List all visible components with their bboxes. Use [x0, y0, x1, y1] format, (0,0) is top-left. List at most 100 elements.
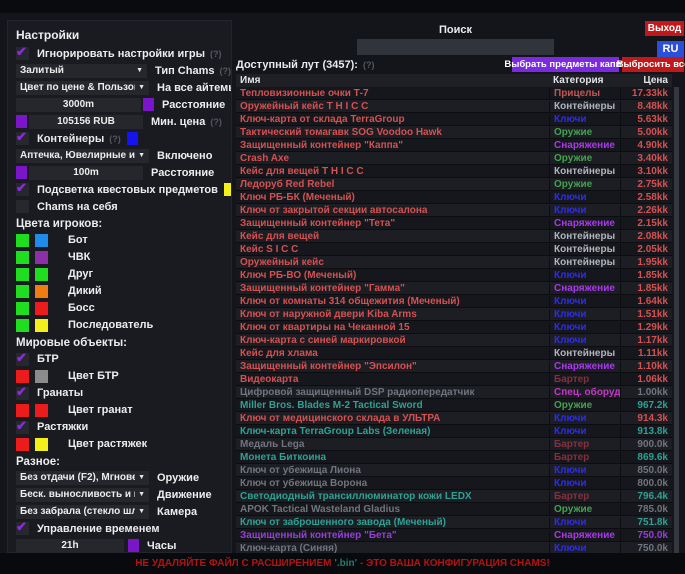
player-visible-color-swatch[interactable] — [16, 233, 29, 247]
hours-color-swatch[interactable] — [128, 539, 139, 552]
containers-checkbox[interactable]: ✔ — [16, 129, 29, 145]
table-row[interactable]: Ключ-карта (Синяя) Ключи 750.0k — [236, 542, 672, 553]
all-items-select[interactable]: Цвет по цене & Пользователь ▼ — [16, 80, 149, 95]
quest-items-checkbox[interactable]: ✔ — [16, 180, 29, 196]
world-object-color-row: Цвет растяжек — [16, 436, 231, 452]
camera-select[interactable]: Без забрала (стекло шлема) ▼ — [16, 504, 149, 519]
table-row[interactable]: Ключ-карта от склада TerraGroup Ключи 5.63… — [236, 113, 672, 126]
quest-items-color-swatch[interactable] — [223, 183, 231, 196]
table-row[interactable]: Защищенный контейнер "Гамма" Снаряжение 1.… — [236, 282, 672, 295]
chams-type-select[interactable]: Залитый ▼ — [16, 63, 148, 78]
world-object-color-swatch[interactable] — [35, 437, 48, 451]
table-row[interactable]: Монета Биткоина Бартер 869.6k — [236, 451, 672, 464]
dropdown-arrow-icon: ▼ — [138, 491, 145, 498]
table-row[interactable]: Цифровой защищенный DSP радиопередатчик С… — [236, 386, 672, 399]
containers-mode-select[interactable]: Аптечка, Ювелирные и... ▼ — [16, 148, 149, 163]
language-button[interactable]: RU — [657, 41, 684, 57]
table-row[interactable]: Защищенный контейнер "Каппа" Снаряжение 4.… — [236, 139, 672, 152]
weapon-label: Оружие — [157, 471, 200, 484]
table-row[interactable]: Тепловизионные очки Т-7 Прицелы 17.33kk — [236, 87, 672, 100]
table-row[interactable]: Светодиодный трансиллюминатор кожи LEDX Б… — [236, 490, 672, 503]
table-row[interactable]: Ключ-карта TerraGroup Labs (Зеленая) Ключ… — [236, 425, 672, 438]
player-type-color-swatch[interactable] — [35, 284, 48, 298]
distance-row: Расстояние — [16, 97, 231, 112]
search-input[interactable] — [357, 39, 554, 55]
item-category: Ключи — [549, 477, 620, 489]
table-row[interactable]: Ключ от комнаты 314 общежития (Меченый) К… — [236, 295, 672, 308]
chams-self-checkbox[interactable] — [16, 200, 29, 213]
table-row[interactable]: Ключ РБ-БК (Меченый) Ключи 2.58kk — [236, 191, 672, 204]
containers-distance-color-swatch[interactable] — [16, 166, 27, 179]
table-row[interactable]: Оружейный кейс Контейнеры 1.95kk — [236, 256, 672, 269]
ignore-game-settings-checkbox[interactable]: ✔ — [16, 44, 29, 60]
world-object-checkbox[interactable]: ✔ — [16, 418, 29, 434]
world-object-color-label: Цвет БТР — [68, 370, 119, 382]
table-row[interactable]: Кейс S I C C Контейнеры 2.05kk — [236, 243, 672, 256]
table-row[interactable]: Crash Axe Оружие 3.40kk — [236, 152, 672, 165]
table-row[interactable]: Оружейный кейс T H I C C Контейнеры 8.48kk — [236, 100, 672, 113]
table-row[interactable]: Ключ от убежища Лиона Ключи 850.0k — [236, 464, 672, 477]
table-row[interactable]: Ключ от убежища Ворона Ключи 800.0k — [236, 477, 672, 490]
table-row[interactable]: Ключ от закрытой секции автосалона Ключи 2… — [236, 204, 672, 217]
table-row[interactable]: Ключ-карта с синей маркировкой Ключи 1.17k… — [236, 334, 672, 347]
drop-all-button[interactable]: Выбросить все — [616, 57, 685, 72]
table-row[interactable]: APOK Tactical Wasteland Gladius Оружие 785… — [236, 503, 672, 516]
table-row[interactable]: Защищенный контейнер "Бета" Снаряжение 750… — [236, 529, 672, 542]
all-items-label: На все айтемы — [157, 81, 232, 94]
min-price-color-swatch[interactable] — [16, 115, 27, 128]
table-row[interactable]: Медаль Lega Бартер 900.0k — [236, 438, 672, 451]
world-object-checkbox[interactable]: ✔ — [16, 350, 29, 366]
containers-distance-input[interactable] — [29, 165, 143, 180]
movement-select[interactable]: Беск. выносливость и нет уста ▼ — [16, 487, 149, 502]
min-price-input[interactable] — [29, 114, 143, 129]
player-visible-color-swatch[interactable] — [16, 318, 29, 332]
table-row[interactable]: Ключ от заброшенного завода (Меченый) Клю… — [236, 516, 672, 529]
table-row[interactable]: Ключ от наружной двери Kiba Arms Ключи 1.5… — [236, 308, 672, 321]
item-category: Ключи — [549, 295, 620, 307]
world-object-checkbox[interactable]: ✔ — [16, 384, 29, 400]
player-type-color-swatch[interactable] — [35, 318, 48, 332]
search-label: Поиск — [438, 24, 472, 36]
player-visible-color-swatch[interactable] — [16, 284, 29, 298]
item-category: Бартер — [549, 451, 620, 463]
item-name: Тепловизионные очки Т-7 — [240, 87, 369, 99]
distance-color-swatch[interactable] — [143, 98, 154, 111]
player-type-color-swatch[interactable] — [35, 301, 48, 315]
player-type-color-swatch[interactable] — [35, 233, 48, 247]
world-object-color-swatch[interactable] — [35, 369, 48, 383]
world-object-color-swatch[interactable] — [16, 437, 29, 451]
player-type-color-swatch[interactable] — [35, 267, 48, 281]
exit-button[interactable]: Выход — [645, 21, 684, 36]
world-object-color-swatch[interactable] — [35, 403, 48, 417]
time-control-checkbox[interactable]: ✔ — [16, 519, 29, 535]
table-row[interactable]: Кейс для вещей T H I C C Контейнеры 3.10kk — [236, 165, 672, 178]
item-price: 2.58kk — [620, 191, 672, 203]
table-row[interactable]: Тактический томагавк SOG Voodoo Hawk Оруж… — [236, 126, 672, 139]
table-row[interactable]: Ключ РБ-ВО (Меченый) Ключи 1.85kk — [236, 269, 672, 282]
select-kappa-items-button[interactable]: Выбрать предметы каппа — [504, 57, 627, 72]
table-row[interactable]: Miller Bros. Blades M-2 Tactical Sword Ор… — [236, 399, 672, 412]
loot-table-scrollbar[interactable] — [674, 87, 679, 553]
player-type-color-swatch[interactable] — [35, 250, 48, 264]
item-category: Контейнеры — [549, 165, 620, 177]
settings-title: Настройки — [16, 28, 80, 42]
table-row[interactable]: Защищенный контейнер "Тета" Снаряжение 2.1… — [236, 217, 672, 230]
player-visible-color-swatch[interactable] — [16, 250, 29, 264]
player-visible-color-swatch[interactable] — [16, 301, 29, 315]
item-name: Crash Axe — [240, 152, 290, 164]
table-row[interactable]: Ключ от медицинского склада в УЛЬТРА Ключ… — [236, 412, 672, 425]
table-row[interactable]: Ледоруб Red Rebel Оружие 2.75kk — [236, 178, 672, 191]
containers-color-swatch[interactable] — [126, 132, 138, 145]
world-object-color-swatch[interactable] — [16, 369, 29, 383]
table-row[interactable]: Ключ от квартиры на Чеканной 15 Ключи 1.29… — [236, 321, 672, 334]
table-row[interactable]: Видеокарта Бартер 1.06kk — [236, 373, 672, 386]
world-object-color-swatch[interactable] — [16, 403, 29, 417]
table-row[interactable]: Защищенный контейнер "Эпсилон" Снаряжение… — [236, 360, 672, 373]
table-row[interactable]: Кейс для вещей Контейнеры 2.08kk — [236, 230, 672, 243]
weapon-select[interactable]: Без отдачи (F2), Мгновенное п ▼ — [16, 470, 149, 485]
hours-input[interactable] — [16, 538, 124, 552]
distance-input[interactable] — [16, 97, 141, 112]
player-visible-color-swatch[interactable] — [16, 267, 29, 281]
all-items-value: Цвет по цене & Пользователь — [20, 82, 135, 93]
table-row[interactable]: Кейс для хлама Контейнеры 1.11kk — [236, 347, 672, 360]
